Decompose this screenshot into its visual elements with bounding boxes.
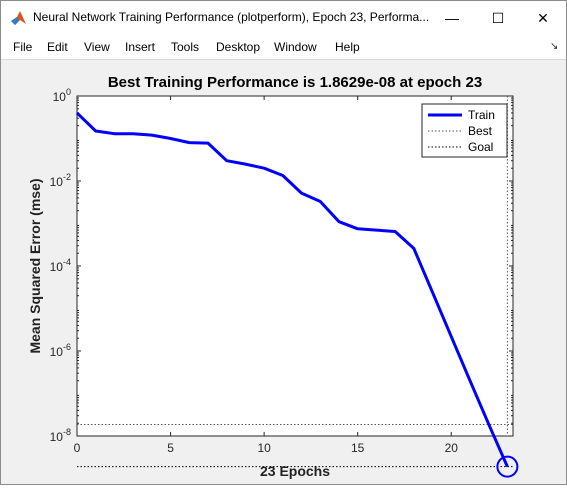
y-axis-label: Mean Squared Error (mse) bbox=[27, 178, 43, 353]
y-tick-label: 100 bbox=[53, 87, 71, 104]
y-tick-label: 10-8 bbox=[50, 427, 71, 444]
menu-edit[interactable]: Edit bbox=[47, 40, 68, 54]
window-title: Neural Network Training Performance (plo… bbox=[33, 10, 433, 24]
menu-window[interactable]: Window bbox=[274, 40, 317, 54]
x-tick-label: 10 bbox=[257, 441, 271, 455]
title-bar[interactable]: Neural Network Training Performance (plo… bbox=[1, 1, 566, 35]
plot-title: Best Training Performance is 1.8629e-08 … bbox=[108, 74, 482, 91]
legend: Train Best Goal bbox=[422, 104, 507, 157]
minimize-button[interactable]: — bbox=[429, 1, 475, 35]
y-tick-label: 10-2 bbox=[50, 172, 71, 189]
close-button[interactable]: ✕ bbox=[520, 1, 566, 35]
menu-desktop[interactable]: Desktop bbox=[216, 40, 260, 54]
x-tick-label: 20 bbox=[445, 441, 459, 455]
y-tick-label: 10-4 bbox=[50, 257, 71, 274]
figure-canvas: Best Training Performance is 1.8629e-08 … bbox=[1, 60, 566, 484]
dock-arrow-icon[interactable]: ↘ bbox=[550, 41, 558, 52]
x-tick-label: 15 bbox=[351, 441, 365, 455]
legend-goal-label: Goal bbox=[468, 140, 493, 154]
x-tick-label: 0 bbox=[74, 441, 81, 455]
menu-insert[interactable]: Insert bbox=[125, 40, 155, 54]
maximize-button[interactable]: ☐ bbox=[475, 1, 521, 35]
menu-file[interactable]: File bbox=[13, 40, 32, 54]
legend-train-label: Train bbox=[468, 108, 495, 122]
y-tick-label: 10-6 bbox=[50, 342, 71, 359]
menu-help[interactable]: Help bbox=[335, 40, 360, 54]
legend-best-label: Best bbox=[468, 124, 493, 138]
x-axis-label: 23 Epochs bbox=[260, 463, 330, 479]
x-tick-label: 5 bbox=[167, 441, 174, 455]
performance-plot: Best Training Performance is 1.8629e-08 … bbox=[1, 60, 566, 484]
menu-tools[interactable]: Tools bbox=[171, 40, 199, 54]
menu-bar: File Edit View Insert Tools Desktop Wind… bbox=[1, 35, 566, 59]
menu-view[interactable]: View bbox=[84, 40, 110, 54]
matlab-icon bbox=[10, 10, 27, 26]
